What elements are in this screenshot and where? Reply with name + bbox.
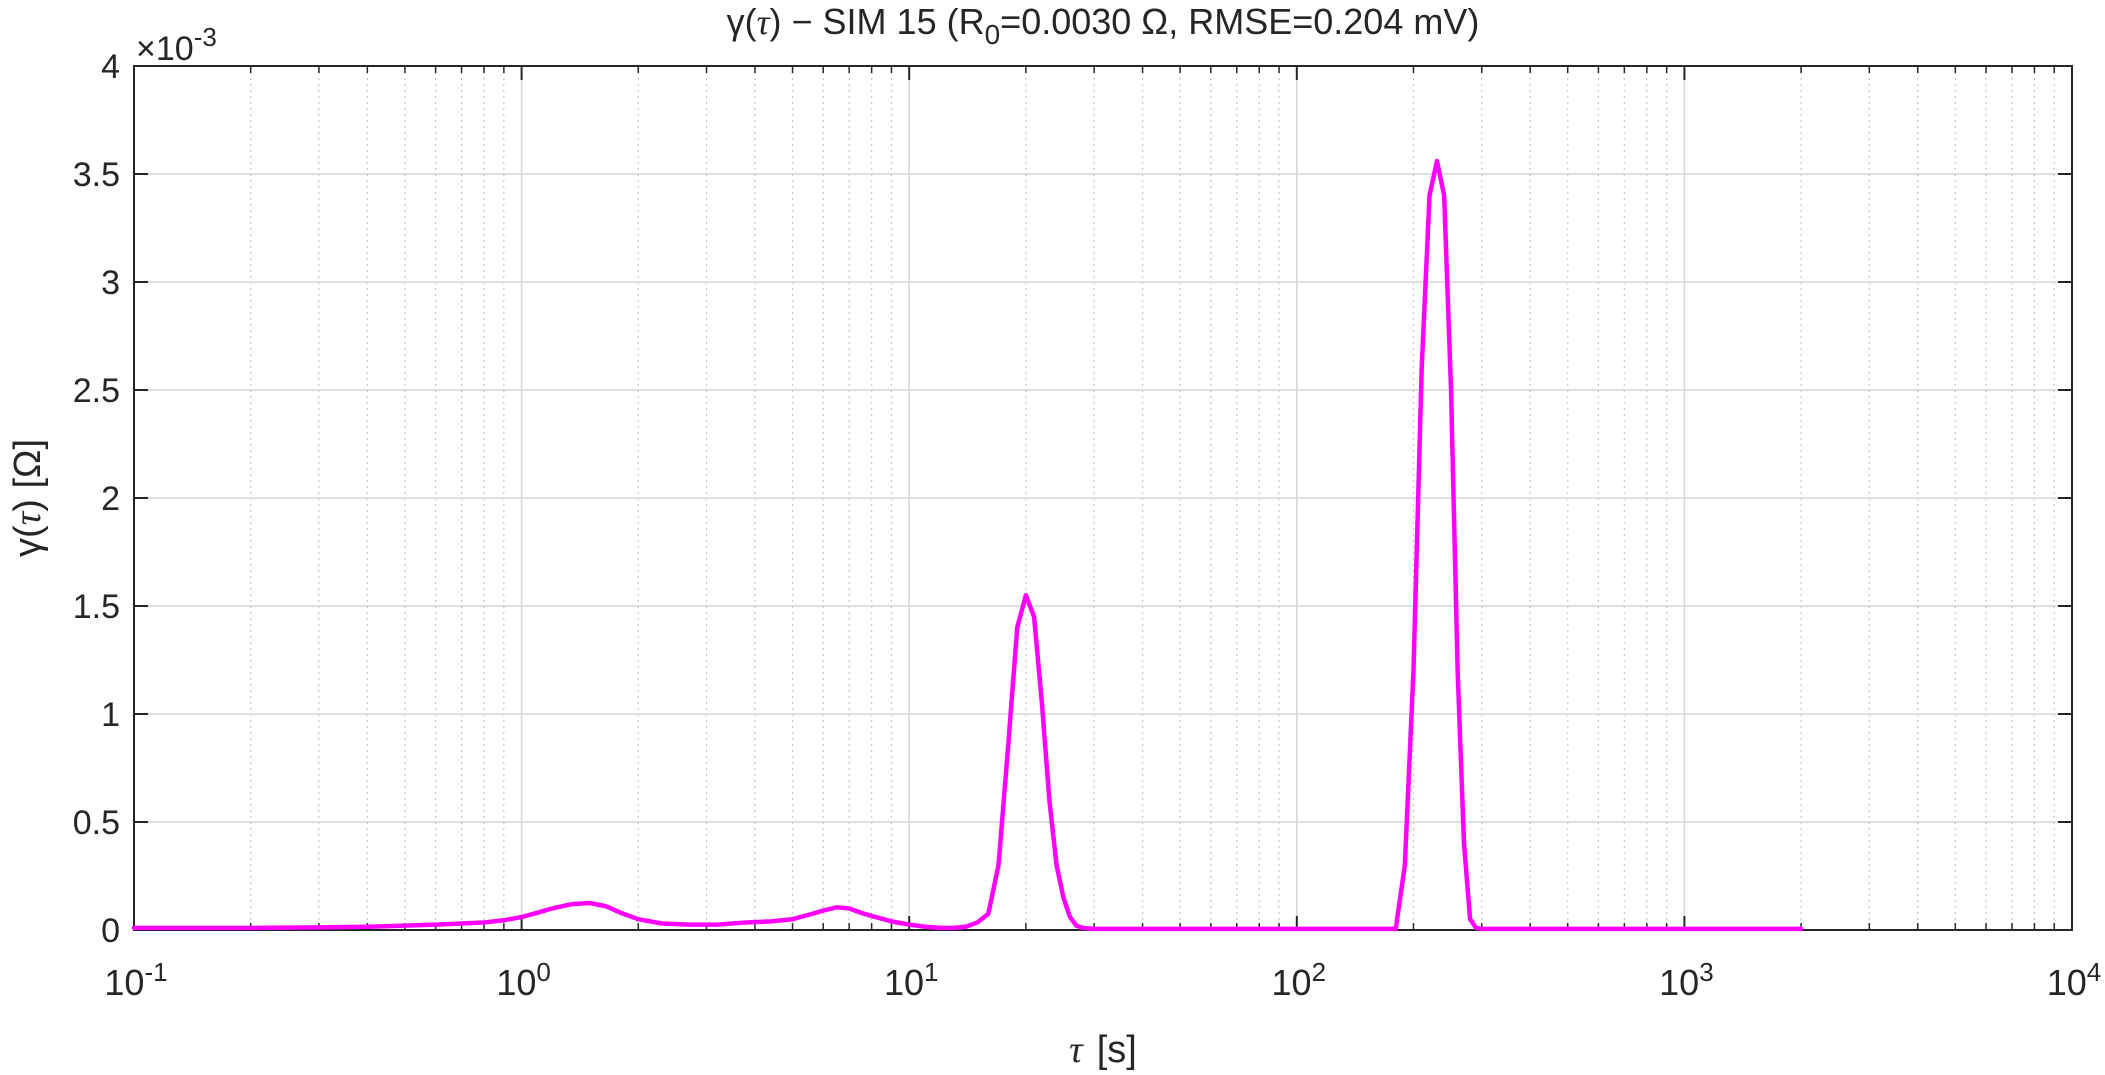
x-tick-label: 101 (884, 957, 939, 1003)
y-tick-label: 1 (101, 696, 120, 734)
y-tick-label: 3.5 (73, 156, 120, 194)
y-tick-label: 4 (101, 48, 120, 86)
x-tick-labels: 10-1 100 101 102 103 104 (104, 957, 2101, 1003)
x-tick-label: 100 (496, 957, 551, 1003)
series-line (131, 158, 1804, 932)
y-tick-label: 2.5 (73, 372, 120, 410)
x-tick-label: 10-1 (104, 957, 167, 1003)
y-axis-label: γ(τ) [Ω] (7, 439, 49, 557)
x-tick-label: 104 (2047, 957, 2102, 1003)
x-axis-label: τ [s] (1069, 1029, 1137, 1071)
y-tick-label: 0.5 (73, 804, 120, 842)
chart-title: γ(τ) − SIM 15 (R0=0.0030 Ω, RMSE=0.204 m… (727, 1, 1480, 50)
y-tick-label: 0 (101, 912, 120, 950)
axis-ticks (133, 65, 2073, 931)
y-tick-label: 3 (101, 264, 120, 302)
x-tick-label: 102 (1272, 957, 1327, 1003)
y-tick-labels: 0 0.5 1 1.5 2 2.5 3 3.5 4 (73, 48, 120, 950)
y-exponent: ×10-3 (136, 22, 217, 68)
major-grid (134, 66, 2072, 930)
y-tick-label: 2 (101, 480, 120, 518)
y-tick-label: 1.5 (73, 588, 120, 626)
x-tick-label: 103 (1659, 957, 1714, 1003)
